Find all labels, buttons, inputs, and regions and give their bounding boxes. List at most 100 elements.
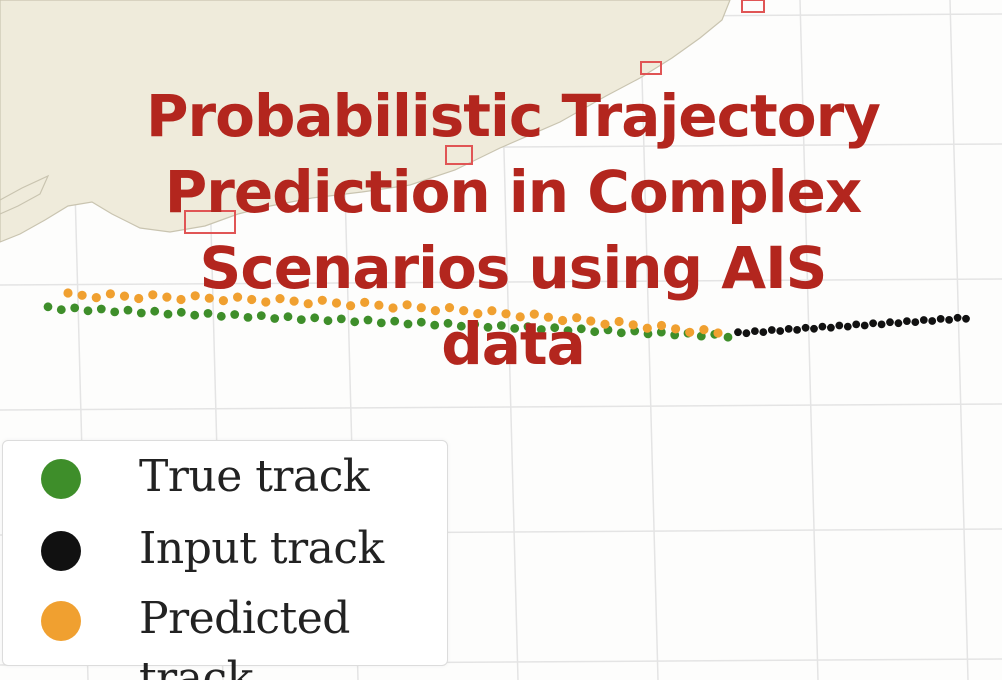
predicted-track-point: [529, 309, 539, 319]
true-track-point: [483, 322, 493, 332]
true-track-point: [390, 316, 400, 326]
predicted-track-point: [162, 292, 172, 302]
predicted-track-point: [218, 296, 228, 306]
predicted-track-point: [91, 293, 101, 303]
grid-line-horizontal: [0, 403, 1002, 411]
legend-item-input-track: Input track: [3, 519, 443, 579]
predicted-track-point: [543, 312, 554, 322]
predicted-track-point: [614, 316, 624, 327]
predicted-track-point: [685, 327, 695, 337]
predicted-track-point: [388, 303, 398, 313]
true-track-point: [363, 315, 373, 325]
input-track-point: [852, 320, 861, 329]
predicted-track-point: [713, 328, 723, 338]
input-track-point: [945, 316, 953, 324]
input-track-point: [767, 326, 776, 334]
true-track-point: [336, 314, 346, 324]
true-track-point: [536, 325, 546, 334]
input-track-point: [784, 325, 793, 333]
predicted-track-point: [303, 299, 313, 309]
predicted-track-point: [572, 313, 582, 323]
predicted-track-point: [77, 290, 87, 300]
true-track-point: [123, 305, 133, 315]
predicted-track-point: [444, 303, 455, 313]
true-track-point: [176, 307, 186, 317]
legend-item-true-track: True track: [3, 447, 443, 507]
predicted-track-point: [346, 301, 356, 311]
predicted-track-point: [642, 323, 652, 333]
true-track-point: [456, 321, 466, 331]
predicted-track-point: [247, 294, 257, 305]
predicted-track-point: [473, 309, 483, 319]
true-track-point: [496, 321, 506, 330]
input-track-series: [734, 313, 970, 338]
true-track-point: [136, 308, 146, 318]
input-track-point: [818, 322, 827, 331]
true-track-point: [283, 312, 293, 322]
port-box: [445, 145, 473, 165]
input-track-point: [919, 316, 928, 324]
true-track-point: [590, 327, 600, 337]
predicted-track-marker: [41, 601, 81, 641]
true-track-point: [656, 327, 666, 337]
predicted-track-point: [402, 300, 412, 310]
input-track-point: [835, 321, 844, 330]
input-track-point: [810, 324, 818, 333]
true-track-point: [723, 332, 733, 342]
predicted-track-point: [331, 298, 342, 308]
predicted-track-point: [134, 293, 144, 304]
input-track-point: [928, 317, 937, 325]
true-track-point: [350, 317, 360, 327]
true-track-point: [470, 320, 480, 329]
true-track-point: [403, 319, 413, 329]
true-track-point: [70, 303, 80, 313]
true-track-point: [110, 307, 120, 317]
input-track-marker: [41, 531, 81, 571]
true-track-point: [270, 314, 280, 323]
true-track-point: [230, 310, 240, 319]
predicted-track-point: [374, 300, 384, 310]
predicted-track-point: [360, 297, 370, 307]
true-track-point: [216, 311, 226, 321]
input-track-point: [776, 327, 785, 335]
legend: True track Input track Predicted track: [2, 440, 448, 680]
predicted-track-point: [430, 306, 440, 316]
true-track-point: [443, 318, 453, 328]
input-track-point: [911, 318, 920, 326]
coastline-inlet: [0, 174, 50, 215]
true-track-marker: [41, 459, 81, 499]
true-track-point: [430, 320, 440, 330]
coastline-land: [0, 0, 731, 243]
chart-title: Probabilistic Trajectory Prediction in C…: [146, 82, 881, 378]
grid-line-vertical: [639, 0, 659, 680]
port-box: [741, 0, 765, 13]
predicted-track-point: [233, 292, 243, 302]
input-track-point: [793, 326, 801, 334]
input-track-point: [869, 319, 877, 328]
legend-label: True track: [139, 451, 370, 502]
input-track-point: [886, 318, 894, 327]
true-track-point: [150, 306, 160, 316]
grid-line-horizontal: [0, 278, 1002, 286]
true-track-point: [616, 328, 626, 338]
true-track-point: [56, 305, 66, 315]
grid-line-vertical: [799, 0, 819, 680]
input-track-point: [734, 328, 742, 337]
true-track-point: [203, 309, 213, 318]
predicted-track-point: [699, 325, 709, 335]
input-track-point: [843, 322, 852, 331]
predicted-track-point: [656, 320, 667, 331]
input-track-point: [894, 319, 903, 328]
true-track-point: [376, 318, 386, 328]
true-track-point: [310, 313, 320, 323]
predicted-track-point: [204, 293, 214, 303]
predicted-track-point: [176, 294, 186, 305]
grid-line-vertical: [949, 0, 969, 680]
true-track-point: [296, 315, 306, 324]
legend-item-predicted-track: Predicted track: [3, 589, 443, 680]
true-track-point: [83, 306, 93, 316]
predicted-track-point: [459, 306, 469, 316]
predicted-track-point: [515, 312, 525, 322]
predicted-track-point: [501, 309, 511, 319]
